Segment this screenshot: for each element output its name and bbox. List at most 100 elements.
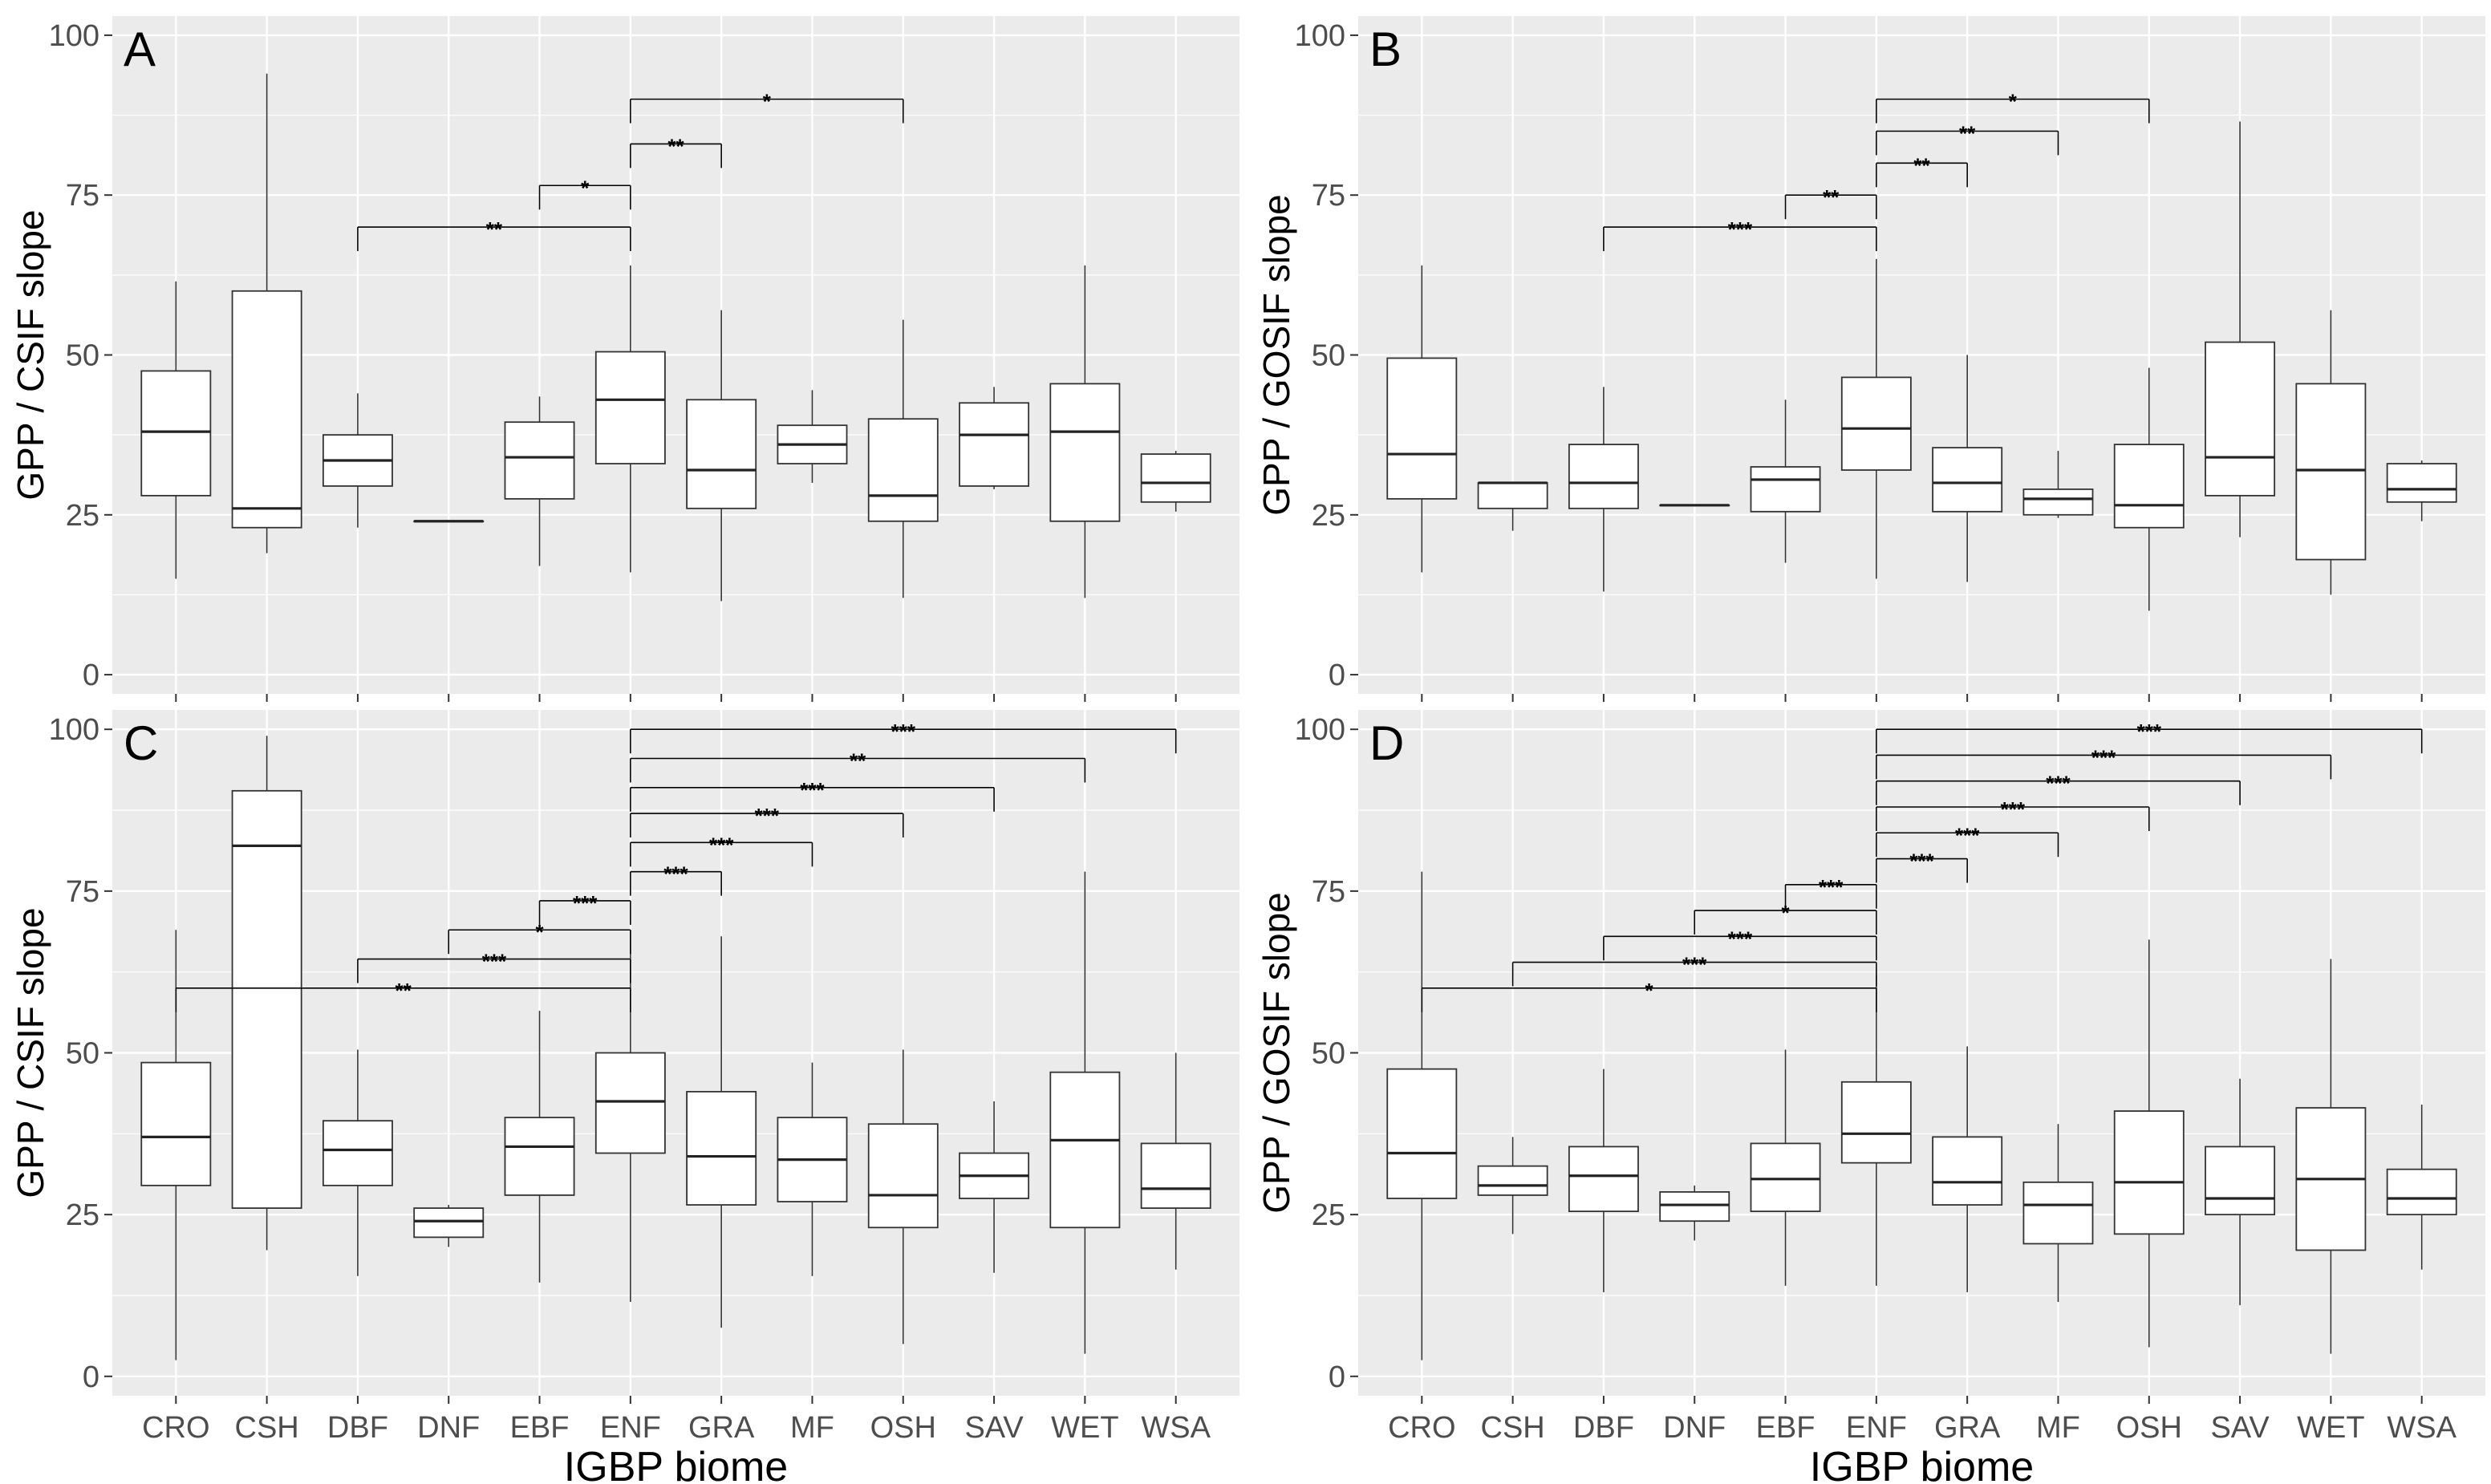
- significance-bracket: ***: [630, 778, 995, 812]
- significance-bracket: ***: [538, 891, 631, 925]
- y-tick-label: 0: [1329, 1360, 1345, 1394]
- x-tick-label: GRA: [688, 1411, 755, 1445]
- y-tick-label: 75: [66, 179, 99, 213]
- significance-bracket: ***: [1876, 797, 2150, 831]
- x-tick-label: DBF: [327, 1411, 388, 1445]
- y-tick-label: 25: [1312, 1198, 1345, 1232]
- y-tick-label: 0: [1329, 659, 1345, 692]
- significance-bracket: **: [630, 748, 1086, 783]
- significance-bracket: ***: [1603, 926, 1877, 961]
- panel-label: C: [124, 716, 158, 770]
- y-tick-label: 25: [1312, 499, 1345, 533]
- box-DBF: [1568, 1068, 1639, 1292]
- box-iqr: [2386, 1168, 2457, 1216]
- significance-label: *: [1781, 901, 1790, 925]
- box-WET: [1049, 265, 1121, 598]
- y-tick-label: 25: [66, 1198, 99, 1232]
- box-GRA: [686, 310, 757, 602]
- x-tick-label: MF: [2036, 1411, 2080, 1445]
- box-WSA: [2386, 460, 2457, 521]
- significance-label: ***: [2046, 772, 2071, 796]
- y-tick-label: 100: [49, 713, 99, 747]
- box-iqr: [2205, 1145, 2276, 1216]
- box-EBF: [504, 396, 575, 566]
- x-axis-title: IGBP biome: [564, 1444, 788, 1484]
- panel-label: A: [124, 22, 156, 76]
- box-iqr: [413, 1207, 485, 1239]
- y-tick-label: 50: [1312, 339, 1345, 373]
- significance-label: ***: [755, 804, 780, 828]
- box-iqr: [1477, 482, 1548, 509]
- box-iqr: [2022, 489, 2094, 516]
- x-tick-label: EBF: [1756, 1411, 1816, 1445]
- significance-bracket: ***: [357, 950, 631, 983]
- box-iqr: [504, 1117, 575, 1196]
- box-CSH: [231, 736, 302, 1251]
- y-tick-label: 100: [1295, 19, 1345, 53]
- box-iqr: [1932, 447, 2003, 513]
- box-MF: [777, 1062, 848, 1276]
- x-tick-label: CRO: [1388, 1411, 1455, 1445]
- significance-bracket: ***: [630, 804, 904, 838]
- box-CSH: [1477, 481, 1548, 531]
- box-SAV: [2205, 1078, 2276, 1306]
- x-tick-label: OSH: [2116, 1411, 2182, 1445]
- x-tick-label: DNF: [1663, 1411, 1726, 1445]
- significance-bracket: *: [538, 176, 631, 210]
- y-axis-title: GPP / GOSIF slope: [1256, 892, 1297, 1214]
- significance-label: ***: [1682, 953, 1707, 977]
- box-ENF: [1840, 975, 1912, 1286]
- x-tick-label: WET: [1051, 1411, 1118, 1445]
- box-CRO: [140, 281, 212, 579]
- x-tick-label: DBF: [1573, 1411, 1634, 1445]
- x-tick-label: ENF: [600, 1411, 661, 1445]
- significance-label: ***: [709, 833, 734, 857]
- significance-label: *: [535, 920, 544, 944]
- significance-bracket: **: [1784, 185, 1877, 220]
- box-iqr: [867, 418, 939, 522]
- box-iqr: [140, 370, 212, 497]
- x-tick-label: SAV: [964, 1411, 1024, 1445]
- box-CRO: [140, 930, 212, 1360]
- significance-bracket: ***: [1603, 217, 1877, 252]
- x-axis-title: IGBP biome: [1810, 1444, 2034, 1484]
- box-WET: [2295, 959, 2367, 1354]
- box-GRA: [1932, 355, 2003, 582]
- panel-label: B: [1369, 22, 1402, 76]
- significance-bracket: ***: [1511, 953, 1877, 987]
- y-axis-title: GPP / GOSIF slope: [1256, 194, 1297, 516]
- x-tick-label: ENF: [1846, 1411, 1907, 1445]
- box-WSA: [1140, 1052, 1211, 1270]
- box-iqr: [2386, 463, 2457, 503]
- significance-label: **: [850, 748, 866, 772]
- significance-label: ***: [2137, 720, 2162, 744]
- y-tick-label: 75: [1312, 875, 1345, 909]
- x-tick-label: WET: [2297, 1411, 2364, 1445]
- significance-label: ***: [573, 891, 598, 915]
- box-OSH: [2113, 939, 2185, 1348]
- box-SAV: [2205, 121, 2276, 537]
- significance-label: **: [1823, 185, 1840, 209]
- significance-bracket: *: [630, 90, 904, 124]
- significance-label: ***: [2091, 745, 2116, 769]
- significance-label: **: [486, 217, 503, 241]
- box-iqr: [1477, 1165, 1548, 1196]
- x-tick-label: CRO: [142, 1411, 209, 1445]
- box-iqr: [686, 399, 757, 509]
- box-CSH: [1477, 1137, 1548, 1235]
- significance-bracket: ***: [1876, 849, 1968, 883]
- box-GRA: [686, 936, 757, 1328]
- box-iqr: [1750, 466, 1821, 513]
- box-iqr: [2022, 1181, 2094, 1245]
- significance-bracket: ***: [1784, 875, 1877, 909]
- significance-bracket: **: [1876, 121, 2059, 156]
- y-tick-label: 100: [49, 19, 99, 53]
- significance-label: **: [1913, 153, 1930, 177]
- y-tick-label: 75: [1312, 179, 1345, 213]
- box-iqr: [2205, 341, 2276, 497]
- y-tick-label: 25: [66, 499, 99, 533]
- panel-label: D: [1369, 716, 1404, 770]
- significance-label: ***: [1955, 823, 1980, 847]
- box-ENF: [594, 930, 666, 1303]
